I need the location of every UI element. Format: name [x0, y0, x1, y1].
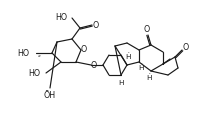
Text: Ḣ: Ḣ	[146, 75, 152, 81]
Text: O: O	[183, 44, 189, 53]
Text: O: O	[144, 26, 150, 34]
Text: HO: HO	[17, 49, 29, 57]
Text: O: O	[81, 45, 87, 53]
Text: ŌH: ŌH	[44, 91, 56, 101]
Text: ,,: ,,	[38, 51, 42, 57]
Text: O: O	[91, 60, 97, 69]
Text: Ḣ: Ḣ	[138, 65, 144, 71]
Text: O: O	[93, 20, 99, 30]
Text: HO: HO	[28, 68, 40, 77]
Text: H: H	[118, 80, 124, 86]
Text: Ḣ: Ḣ	[125, 54, 131, 60]
Text: HO: HO	[55, 14, 67, 23]
